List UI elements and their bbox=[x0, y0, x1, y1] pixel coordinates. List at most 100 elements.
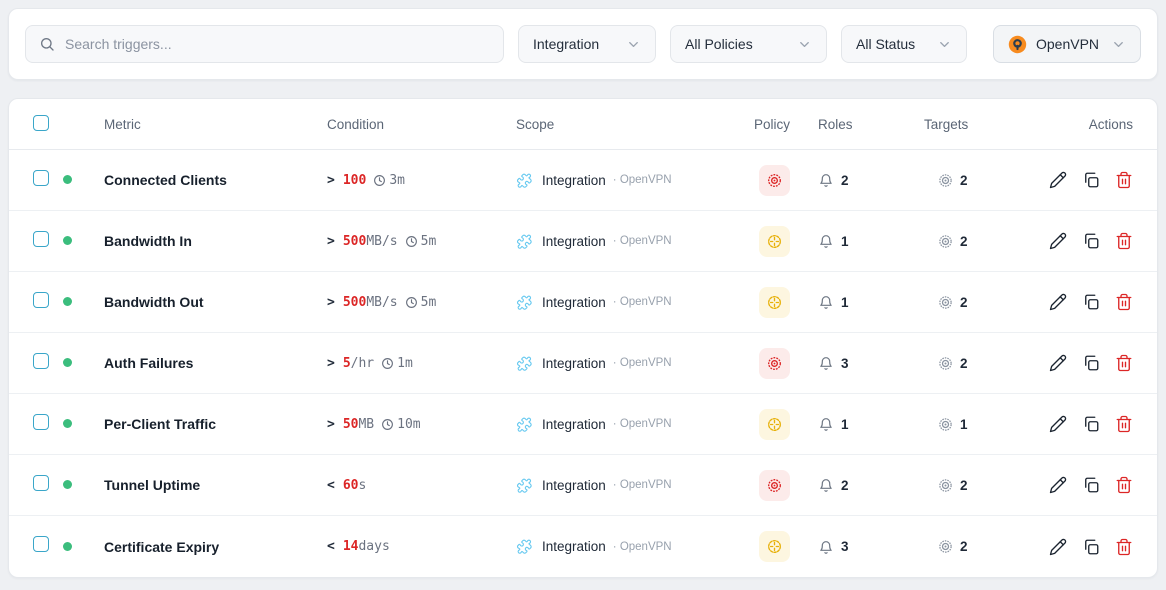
status-dot bbox=[63, 541, 72, 551]
policy-warning-badge[interactable] bbox=[759, 408, 790, 440]
policy-warning-badge[interactable] bbox=[759, 225, 790, 257]
edit-button[interactable] bbox=[1049, 415, 1067, 433]
policy-warning-badge[interactable] bbox=[759, 286, 790, 318]
policy-warning-badge[interactable] bbox=[759, 531, 790, 562]
edit-button[interactable] bbox=[1049, 232, 1067, 250]
row-checkbox[interactable] bbox=[33, 169, 49, 186]
edit-button[interactable] bbox=[1049, 538, 1067, 556]
roles-count: 1 bbox=[841, 416, 849, 432]
scope-integration: Integration bbox=[542, 172, 606, 188]
targets-cell: 2 bbox=[924, 478, 1048, 493]
search-input[interactable] bbox=[65, 36, 490, 52]
delete-button[interactable] bbox=[1115, 476, 1133, 494]
scope-cell: Integration · OpenVPN bbox=[516, 477, 754, 494]
duplicate-button[interactable] bbox=[1082, 171, 1100, 189]
edit-pencil-icon bbox=[1049, 293, 1067, 311]
row-select-cell bbox=[33, 230, 63, 252]
condition-unit: MB bbox=[358, 416, 375, 432]
integration-type-dropdown[interactable]: Integration bbox=[518, 25, 656, 63]
metric-name: Per-Client Traffic bbox=[104, 416, 217, 432]
duplicate-copy-icon bbox=[1082, 476, 1100, 494]
column-header-metric: Metric bbox=[104, 116, 141, 132]
edit-pencil-icon bbox=[1049, 171, 1067, 189]
condition-window: 5m bbox=[405, 234, 436, 249]
duplicate-button[interactable] bbox=[1082, 538, 1100, 556]
scope-channel: · OpenVPN bbox=[612, 479, 672, 491]
puzzle-icon bbox=[516, 478, 532, 493]
condition-value: 500 bbox=[342, 233, 367, 249]
row-status-cell bbox=[63, 415, 104, 433]
condition-cell: <60 s bbox=[327, 478, 516, 493]
row-checkbox[interactable] bbox=[33, 230, 49, 247]
delete-button[interactable] bbox=[1115, 354, 1133, 372]
duplicate-button[interactable] bbox=[1082, 232, 1100, 250]
policy-cell bbox=[754, 408, 818, 440]
delete-trash-icon bbox=[1115, 538, 1133, 556]
targets-count: 2 bbox=[960, 172, 968, 188]
column-header-scope: Scope bbox=[516, 116, 555, 132]
delete-button[interactable] bbox=[1115, 538, 1133, 556]
policy-critical-badge[interactable] bbox=[759, 347, 790, 379]
select-all-checkbox[interactable] bbox=[33, 114, 49, 131]
duplicate-copy-icon bbox=[1082, 354, 1100, 372]
targets-cell: 1 bbox=[924, 417, 1048, 432]
condition-cell: >500 MB/s 5m bbox=[327, 234, 516, 249]
row-checkbox[interactable] bbox=[33, 413, 49, 430]
policy-critical-badge[interactable] bbox=[759, 469, 790, 501]
column-header-actions: Actions bbox=[1088, 116, 1133, 132]
actions-cell bbox=[1048, 232, 1133, 250]
openvpn-integration-dropdown[interactable]: OpenVPN bbox=[993, 25, 1141, 63]
delete-trash-icon bbox=[1115, 232, 1133, 250]
table-row: Bandwidth Out >500 MB/s 5m Integration · … bbox=[9, 272, 1157, 333]
bullseye-icon bbox=[766, 172, 783, 189]
condition-value: 100 bbox=[342, 172, 367, 188]
scope-integration: Integration bbox=[542, 233, 606, 249]
row-checkbox[interactable] bbox=[33, 352, 49, 369]
bell-icon bbox=[818, 172, 834, 188]
condition-unit: days bbox=[358, 539, 390, 554]
edit-button[interactable] bbox=[1049, 354, 1067, 372]
policy-critical-badge[interactable] bbox=[759, 164, 790, 196]
scope-cell: Integration · OpenVPN bbox=[516, 416, 754, 433]
edit-button[interactable] bbox=[1049, 171, 1067, 189]
edit-button[interactable] bbox=[1049, 293, 1067, 311]
clock-icon bbox=[381, 418, 394, 431]
puzzle-icon bbox=[516, 295, 532, 310]
column-header-condition: Condition bbox=[327, 116, 385, 132]
condition-cell: >50 MB 10m bbox=[327, 417, 516, 432]
policies-dropdown[interactable]: All Policies bbox=[670, 25, 827, 63]
scope-channel: · OpenVPN bbox=[612, 418, 672, 430]
scope-cell: Integration · OpenVPN bbox=[516, 538, 754, 555]
edit-button[interactable] bbox=[1049, 476, 1067, 494]
puzzle-icon bbox=[516, 417, 532, 432]
delete-button[interactable] bbox=[1115, 171, 1133, 189]
delete-button[interactable] bbox=[1115, 293, 1133, 311]
row-checkbox[interactable] bbox=[33, 474, 49, 491]
crosshair-circle-icon bbox=[766, 294, 783, 311]
condition-window-value: 1m bbox=[397, 355, 413, 371]
condition-window: 10m bbox=[381, 417, 421, 432]
duplicate-button[interactable] bbox=[1082, 293, 1100, 311]
policy-cell bbox=[754, 347, 818, 379]
condition-value: 5 bbox=[342, 355, 351, 371]
condition-operator: < bbox=[327, 477, 335, 493]
condition-cell: >100 3m bbox=[327, 173, 516, 188]
row-checkbox[interactable] bbox=[33, 291, 49, 308]
clock-icon bbox=[405, 296, 418, 309]
row-checkbox[interactable] bbox=[33, 536, 49, 552]
metric-name: Bandwidth Out bbox=[104, 294, 204, 310]
delete-trash-icon bbox=[1115, 171, 1133, 189]
condition-window: 1m bbox=[381, 356, 413, 371]
row-select-cell bbox=[33, 536, 63, 557]
duplicate-button[interactable] bbox=[1082, 354, 1100, 372]
metric-name: Bandwidth In bbox=[104, 233, 192, 249]
dropdown-label: All Status bbox=[856, 36, 916, 52]
status-dropdown[interactable]: All Status bbox=[841, 25, 967, 63]
bell-icon bbox=[818, 416, 834, 432]
delete-button[interactable] bbox=[1115, 415, 1133, 433]
delete-button[interactable] bbox=[1115, 232, 1133, 250]
search-box[interactable] bbox=[25, 25, 504, 63]
row-status-cell bbox=[63, 476, 104, 494]
duplicate-button[interactable] bbox=[1082, 476, 1100, 494]
duplicate-button[interactable] bbox=[1082, 415, 1100, 433]
